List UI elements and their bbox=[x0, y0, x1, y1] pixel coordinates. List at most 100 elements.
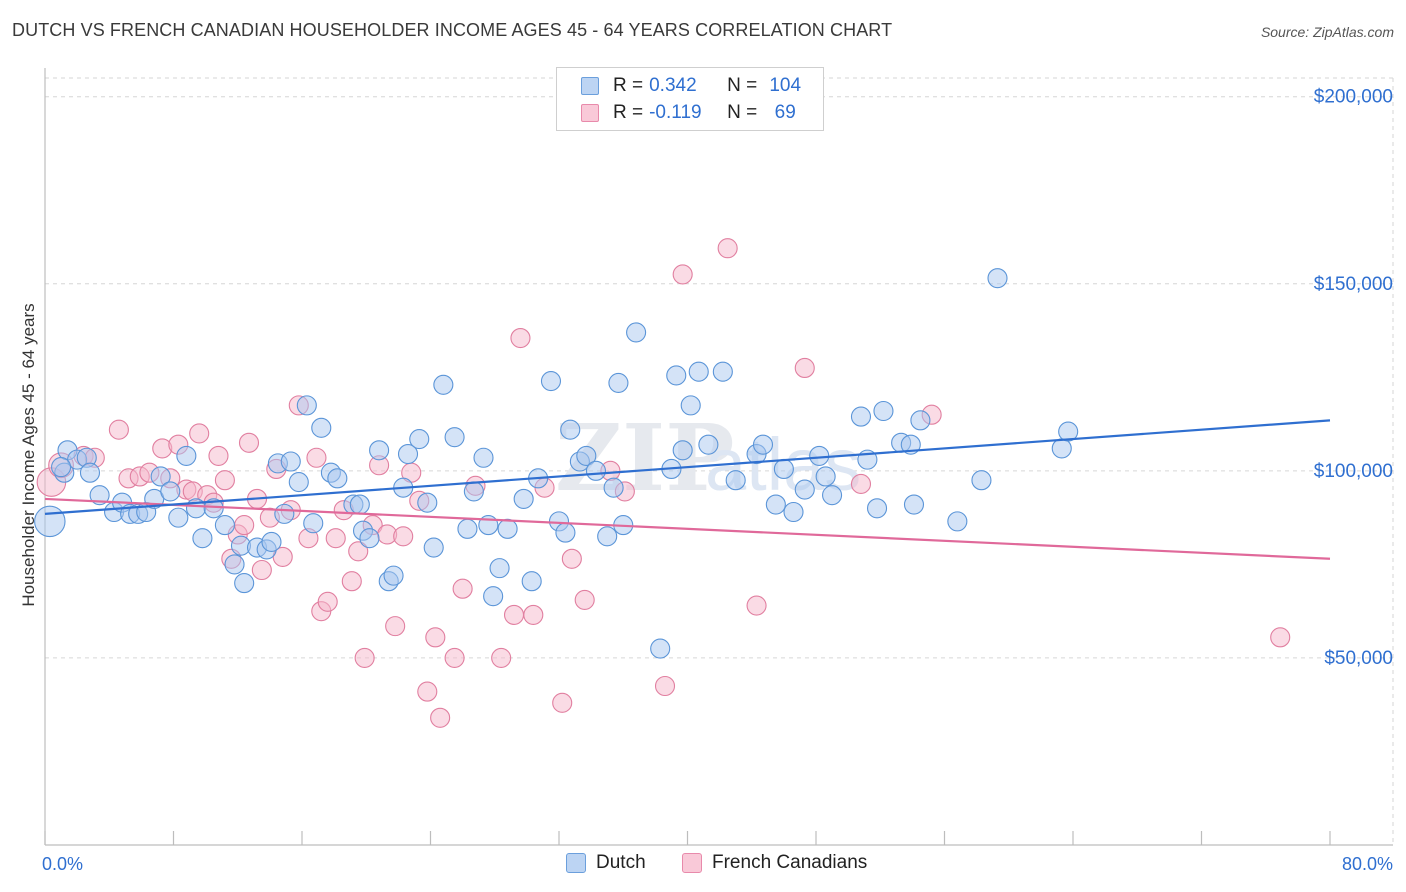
dutch-point-89 bbox=[822, 485, 843, 506]
dutch-point-5 bbox=[79, 462, 101, 483]
french-point-46 bbox=[425, 627, 446, 648]
french-point-57 bbox=[561, 548, 582, 569]
legend-row-dutch: R = 0.342 N = 104 bbox=[581, 74, 805, 98]
french-point-58 bbox=[574, 589, 595, 610]
dutch-point-13 bbox=[150, 466, 171, 487]
x-tick-label-0: 0.0% bbox=[42, 854, 83, 874]
dutch-point-18 bbox=[192, 528, 213, 549]
dutch-point-92 bbox=[866, 498, 888, 519]
axis-labels: $50,000 $100,000 $150,000 $200,000 0.0% 80.0%… bbox=[19, 87, 1393, 874]
french-point-49 bbox=[452, 578, 473, 599]
french-point-33 bbox=[325, 528, 346, 549]
french-point-54 bbox=[523, 604, 544, 625]
dutch-point-46 bbox=[417, 492, 438, 513]
french-point-30 bbox=[306, 447, 327, 468]
series-swatch-dutch bbox=[566, 853, 586, 873]
french-point-42 bbox=[393, 526, 414, 547]
legend-row-french: R = -0.119 N = 69 bbox=[581, 101, 805, 125]
dutch-point-63 bbox=[560, 419, 581, 440]
series-dutch-points bbox=[34, 268, 1079, 659]
dutch-point-21 bbox=[224, 554, 245, 575]
y-axis-label: Householder Income Ages 45 - 64 years bbox=[19, 303, 38, 606]
dutch-point-85 bbox=[783, 501, 804, 523]
dutch-point-57 bbox=[513, 488, 534, 509]
dutch-point-69 bbox=[608, 372, 629, 393]
dutch-point-56 bbox=[497, 518, 518, 539]
legend-r-value-dutch: 0.342 bbox=[649, 75, 697, 96]
dutch-point-65 bbox=[576, 445, 597, 466]
series-label-dutch: Dutch bbox=[596, 852, 646, 873]
dutch-point-76 bbox=[680, 395, 701, 416]
dutch-point-74 bbox=[666, 365, 687, 386]
dutch-point-88 bbox=[815, 466, 836, 487]
dutch-point-35 bbox=[327, 468, 348, 489]
french-point-64 bbox=[746, 595, 767, 616]
dutch-point-101 bbox=[1051, 438, 1072, 459]
dutch-point-30 bbox=[288, 472, 309, 493]
french-point-36 bbox=[348, 541, 369, 562]
trend-lines bbox=[44, 419, 1331, 560]
y-tick-label-2: $150,000 bbox=[1314, 274, 1393, 295]
dutch-point-86 bbox=[794, 479, 815, 500]
dutch-point-0 bbox=[34, 505, 66, 538]
dutch-point-55 bbox=[489, 558, 510, 579]
chart-title: DUTCH VS FRENCH CANADIAN HOUSEHOLDER INC… bbox=[12, 20, 893, 40]
french-point-63 bbox=[717, 238, 738, 259]
dutch-point-84 bbox=[773, 458, 794, 480]
legend-n-value-french: 69 bbox=[774, 102, 796, 123]
dutch-point-58 bbox=[521, 571, 542, 592]
dutch-point-99 bbox=[971, 470, 992, 491]
french-point-51 bbox=[491, 647, 512, 668]
dutch-point-68 bbox=[603, 477, 624, 498]
dutch-point-49 bbox=[444, 427, 465, 448]
dutch-point-48 bbox=[433, 374, 454, 395]
dutch-point-29 bbox=[280, 451, 301, 472]
french-point-32 bbox=[317, 591, 338, 612]
dutch-point-45 bbox=[409, 429, 430, 450]
dutch-point-32 bbox=[303, 513, 324, 534]
dutch-point-28 bbox=[274, 503, 295, 524]
dutch-point-78 bbox=[698, 434, 719, 455]
series-legend-french[interactable]: French Canadians bbox=[682, 852, 867, 874]
dutch-point-31 bbox=[296, 395, 317, 416]
source-label: Source: ZipAtlas.com bbox=[1260, 24, 1394, 40]
y-tick-label-3: $200,000 bbox=[1314, 87, 1393, 108]
dutch-point-42 bbox=[383, 565, 404, 586]
trend-line-dutch bbox=[44, 419, 1331, 515]
french-point-66 bbox=[850, 473, 872, 494]
dutch-point-102 bbox=[1058, 421, 1079, 442]
trend-line-french bbox=[44, 497, 1331, 560]
french-point-16 bbox=[208, 445, 229, 466]
dutch-point-97 bbox=[910, 410, 931, 431]
french-point-53 bbox=[510, 327, 531, 349]
series-legend-dutch[interactable]: Dutch bbox=[566, 852, 646, 874]
dutch-point-16 bbox=[176, 445, 197, 466]
french-point-20 bbox=[234, 515, 255, 536]
dutch-point-103 bbox=[51, 457, 72, 478]
french-point-35 bbox=[341, 571, 362, 592]
dutch-point-33 bbox=[311, 417, 332, 438]
axes bbox=[44, 68, 1393, 846]
dutch-point-40 bbox=[369, 440, 390, 461]
x-tick-label-1: 80.0% bbox=[1342, 854, 1393, 874]
dutch-point-47 bbox=[423, 537, 444, 558]
french-point-21 bbox=[238, 432, 260, 453]
dutch-point-83 bbox=[765, 494, 786, 515]
french-point-45 bbox=[417, 681, 438, 702]
dutch-point-98 bbox=[947, 511, 968, 532]
dutch-point-77 bbox=[688, 361, 709, 382]
dutch-point-72 bbox=[650, 638, 671, 659]
dutch-point-80 bbox=[725, 470, 746, 491]
dutch-point-50 bbox=[457, 518, 478, 539]
dutch-point-14 bbox=[160, 481, 181, 502]
dutch-point-15 bbox=[168, 507, 189, 528]
dutch-point-90 bbox=[850, 406, 872, 427]
french-point-62 bbox=[672, 264, 693, 285]
dutch-point-100 bbox=[987, 268, 1008, 289]
french-point-68 bbox=[1270, 627, 1291, 648]
legend-r-label: R = bbox=[613, 75, 644, 96]
legend-n-label: N = bbox=[727, 102, 758, 123]
dutch-point-60 bbox=[540, 371, 562, 392]
legend-swatch-dutch bbox=[581, 77, 599, 95]
